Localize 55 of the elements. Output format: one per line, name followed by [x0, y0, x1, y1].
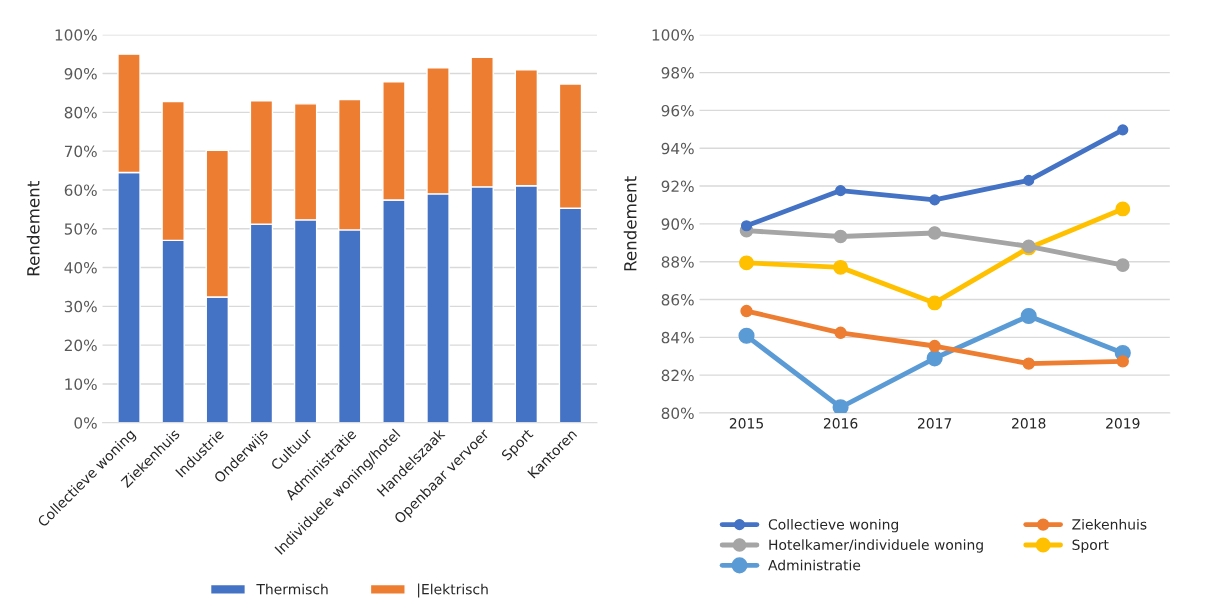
point: [1022, 357, 1035, 370]
legend-label: Administratie: [768, 559, 861, 571]
y-tick-label: 50%: [64, 223, 97, 235]
legend-label: |Elektrisch: [418, 583, 488, 598]
y-tick-label: 80%: [661, 407, 694, 419]
point: [1115, 258, 1130, 272]
point: [740, 304, 753, 318]
y-tick-label: 94%: [661, 142, 694, 155]
point: [928, 339, 941, 353]
y-axis-title: Rendement: [26, 181, 40, 276]
point: [833, 229, 848, 244]
y-tick-label: 30%: [64, 300, 97, 313]
point: [835, 185, 847, 197]
y-tick-label: 82%: [661, 369, 694, 382]
point: [927, 226, 942, 240]
legend-label: Sport: [1072, 539, 1109, 553]
point: [739, 255, 754, 271]
x-tick-label: 2016: [823, 418, 858, 429]
point: [927, 295, 943, 311]
x-tick-label: 2018: [1012, 418, 1046, 429]
point: [740, 220, 753, 232]
point: [929, 194, 941, 206]
y-tick-label: 90%: [661, 218, 694, 230]
y-tick-label: 70%: [64, 145, 97, 158]
y-tick-label: 84%: [661, 331, 694, 344]
point: [1116, 355, 1129, 368]
y-tick-label: 98%: [661, 67, 694, 79]
x-tick-label: 2017: [917, 418, 952, 429]
y-axis-title: Rendement: [623, 176, 637, 271]
point: [1115, 201, 1131, 217]
point: [1117, 124, 1129, 136]
point: [832, 399, 849, 413]
y-tick-label: 88%: [661, 256, 694, 268]
point: [926, 350, 943, 367]
x-tick-label: 2019: [1106, 418, 1140, 429]
point: [834, 326, 847, 339]
y-tick-label: 10%: [65, 378, 97, 390]
y-tick-label: 100%: [55, 29, 97, 41]
point: [1023, 174, 1035, 186]
y-tick-label: 86%: [661, 293, 694, 306]
y-tick-label: 100%: [652, 29, 694, 41]
y-tick-label: 40%: [64, 262, 97, 274]
y-tick-label: 96%: [661, 104, 694, 117]
x-tick-label: 2015: [729, 418, 763, 429]
y-tick-label: 80%: [64, 106, 97, 119]
point: [833, 259, 849, 275]
point: [738, 327, 755, 344]
y-tick-label: 90%: [64, 68, 97, 80]
legend-label: Thermisch: [256, 583, 328, 595]
y-tick-label: 20%: [64, 339, 97, 352]
y-tick-label: 0%: [74, 417, 97, 429]
y-tick-label: 60%: [64, 184, 97, 196]
legend-label: Hotelkamer/individuele woning: [769, 539, 983, 553]
y-tick-label: 92%: [661, 180, 694, 193]
point: [1020, 307, 1037, 325]
